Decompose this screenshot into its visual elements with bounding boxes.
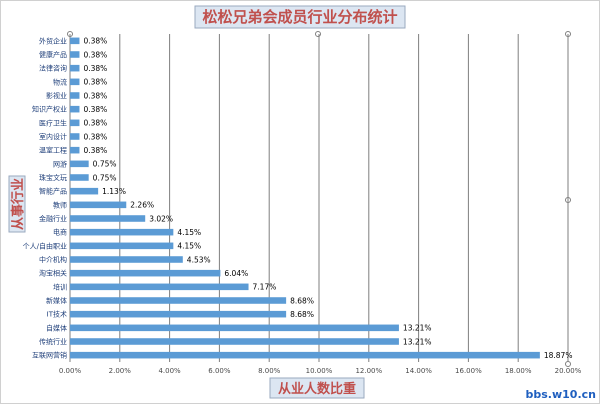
bar xyxy=(70,310,287,318)
data-label: 1.13% xyxy=(102,187,126,196)
bar xyxy=(70,297,287,304)
x-tick-label: 14.00% xyxy=(405,367,432,375)
x-axis-title: 从业人数比重 xyxy=(278,381,356,397)
data-label: 4.15% xyxy=(177,242,201,251)
bar xyxy=(70,351,540,359)
chart-title: 松松兄弟会成员行业分布统计 xyxy=(202,8,397,26)
data-label: 0.38% xyxy=(83,78,107,87)
category-label: 法律咨询 xyxy=(39,64,67,73)
y-axis-title: 从事行业 xyxy=(10,178,26,230)
bar xyxy=(70,160,89,168)
category-label: 互联网营销 xyxy=(32,351,67,360)
data-label: 0.38% xyxy=(83,64,107,73)
x-tick-labels: 0.00% 2.00% 4.00% 6.00% 8.00% 10.00% 12.00% 14.… xyxy=(59,367,582,375)
category-label: 智能产品 xyxy=(39,187,67,196)
bar xyxy=(70,228,174,236)
data-label: 18.87% xyxy=(544,351,573,360)
data-label: 0.75% xyxy=(93,173,117,182)
bar xyxy=(70,51,80,58)
data-label: 6.04% xyxy=(224,269,248,278)
bar xyxy=(70,283,249,291)
bar xyxy=(70,242,174,250)
category-label: 淘宝相关 xyxy=(39,269,67,278)
category-label: 物流 xyxy=(53,77,67,86)
bar xyxy=(70,324,399,332)
data-label: 13.21% xyxy=(403,324,432,333)
data-label: 7.17% xyxy=(253,283,277,292)
data-label: 13.21% xyxy=(403,337,432,346)
category-label: 知识产权业 xyxy=(32,105,67,114)
category-label: 温室工程 xyxy=(39,146,67,155)
x-tick-label: 20.00% xyxy=(555,367,582,375)
category-label: 电商 xyxy=(53,228,67,237)
bars xyxy=(70,37,540,359)
x-tick-label: 10.00% xyxy=(306,367,333,375)
category-label: 中介机构 xyxy=(39,255,67,264)
x-tick-label: 2.00% xyxy=(109,367,132,375)
category-label: 个人/自由职业 xyxy=(23,241,67,250)
data-label: 0.38% xyxy=(83,119,107,128)
bar xyxy=(70,119,80,127)
x-tick-label: 12.00% xyxy=(355,367,382,375)
bar xyxy=(70,78,80,86)
bar xyxy=(70,269,221,277)
category-label: 外贸企业 xyxy=(39,36,67,45)
watermark: bbs.w10.cn xyxy=(526,388,596,401)
data-label: 2.26% xyxy=(130,201,154,210)
bar xyxy=(70,133,80,140)
x-tick-label: 0.00% xyxy=(59,367,82,375)
bar xyxy=(70,187,99,195)
category-label: 影视业 xyxy=(46,91,67,100)
data-label: 0.38% xyxy=(83,105,107,114)
category-label: 培训 xyxy=(53,282,67,291)
bar xyxy=(70,92,80,99)
data-label: 0.38% xyxy=(83,37,107,46)
category-label: 健康产品 xyxy=(39,50,67,59)
category-label: 网游 xyxy=(53,159,67,168)
x-tick-label: 6.00% xyxy=(208,367,231,375)
category-label: IT技术 xyxy=(47,310,67,319)
category-label: 医疗卫生 xyxy=(39,118,67,127)
data-label: 0.38% xyxy=(83,50,107,59)
bar xyxy=(70,146,80,154)
bar xyxy=(70,338,399,345)
bar xyxy=(70,174,89,181)
data-label: 0.38% xyxy=(83,91,107,100)
x-axis-title-box xyxy=(269,377,365,399)
category-label: 新媒体 xyxy=(46,296,67,305)
chart-title-box xyxy=(194,5,406,29)
data-labels: 18.87% 13.21% 13.21% 8.68% 8.68% 7.17% 6.04% 4.… xyxy=(83,37,572,360)
y-axis-title-box xyxy=(8,175,26,233)
category-label: 金融行业 xyxy=(39,214,67,223)
bar xyxy=(70,215,146,222)
category-label: 珠宝文玩 xyxy=(39,173,67,182)
data-label: 0.38% xyxy=(83,146,107,155)
category-label: 传统行业 xyxy=(39,337,67,346)
category-label: 室内设计 xyxy=(39,132,67,141)
data-label: 8.68% xyxy=(290,296,314,305)
category-label: 教师 xyxy=(53,200,67,209)
data-label: 0.75% xyxy=(93,160,117,169)
data-label: 3.02% xyxy=(149,214,173,223)
bar xyxy=(70,37,80,45)
bar xyxy=(70,201,127,209)
x-tick-label: 18.00% xyxy=(505,367,532,375)
gridlines xyxy=(69,34,569,362)
category-labels: 互联网营销 传统行业 自媒体 IT技术 新媒体 培训 淘宝相关 中介机构 个人/自由职业 电商 金融… xyxy=(23,36,67,359)
data-label: 8.68% xyxy=(290,310,314,319)
data-label: 4.15% xyxy=(177,228,201,237)
x-tick-label: 16.00% xyxy=(455,367,482,375)
data-label: 4.53% xyxy=(187,255,211,264)
x-tick-label: 4.00% xyxy=(158,367,181,375)
category-label: 自媒体 xyxy=(46,323,67,332)
bar xyxy=(70,64,80,72)
data-label: 0.38% xyxy=(83,132,107,141)
bar xyxy=(70,105,80,113)
bar xyxy=(70,256,183,263)
x-tick-label: 8.00% xyxy=(258,367,281,375)
